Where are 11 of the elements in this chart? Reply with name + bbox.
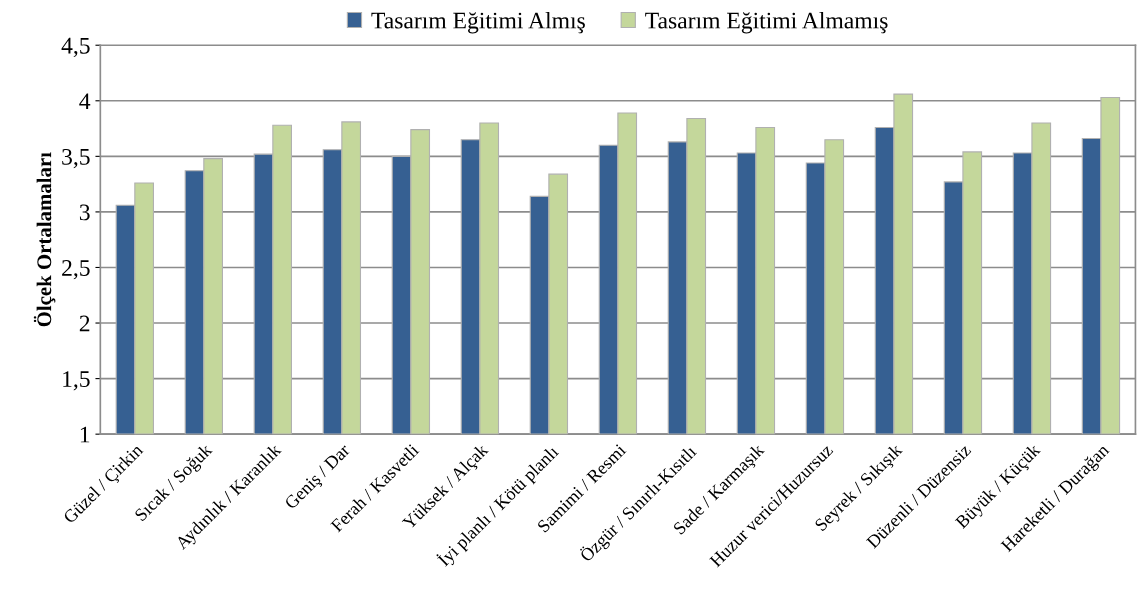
y-tick-label: 1 xyxy=(80,426,90,443)
legend-label: Tasarım Eğitimi Almamış xyxy=(645,11,888,34)
y-tick-label: 2 xyxy=(79,315,90,332)
y-tick-label: 4 xyxy=(79,93,91,109)
y-tick-label: 3,5 xyxy=(62,148,90,169)
y-tick-label: 1,5 xyxy=(63,371,90,391)
y-tick-label: 4,5 xyxy=(61,37,90,58)
y-axis-title: Ölçek Ortalamaları xyxy=(33,152,56,327)
y-tick-label: 3 xyxy=(79,204,90,221)
y-tick-label: 2,5 xyxy=(62,260,90,280)
legend-label: Tasarım Eğitimi Almış xyxy=(371,11,585,34)
